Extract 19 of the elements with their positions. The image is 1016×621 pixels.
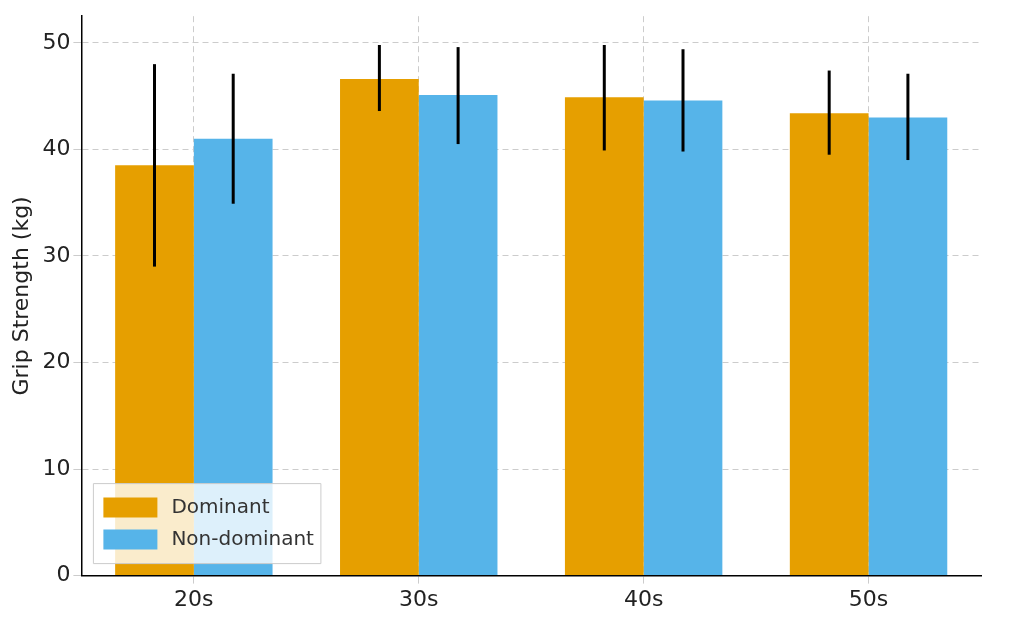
x-tick-label: 40s [623, 585, 664, 611]
y-tick-label: 30 [42, 241, 71, 267]
y-tick-label: 50 [42, 28, 71, 54]
y-tick-label: 20 [42, 348, 71, 374]
bar [789, 113, 869, 576]
bar [418, 95, 498, 576]
bar [868, 117, 948, 576]
y-axis-title: Grip Strength (kg) [7, 196, 33, 396]
x-tick-label: 20s [174, 585, 214, 611]
y-tick-label: 10 [42, 454, 71, 480]
x-tick-label: 50s [848, 585, 889, 611]
y-tick-label: 40 [42, 135, 71, 161]
bar [564, 97, 644, 576]
x-tick-label: 30s [399, 585, 439, 611]
bar [340, 79, 419, 576]
legend-label: Non-dominant [171, 525, 315, 550]
legend-label: Dominant [171, 493, 270, 518]
bar [643, 100, 723, 576]
y-tick-label: 0 [56, 561, 71, 587]
